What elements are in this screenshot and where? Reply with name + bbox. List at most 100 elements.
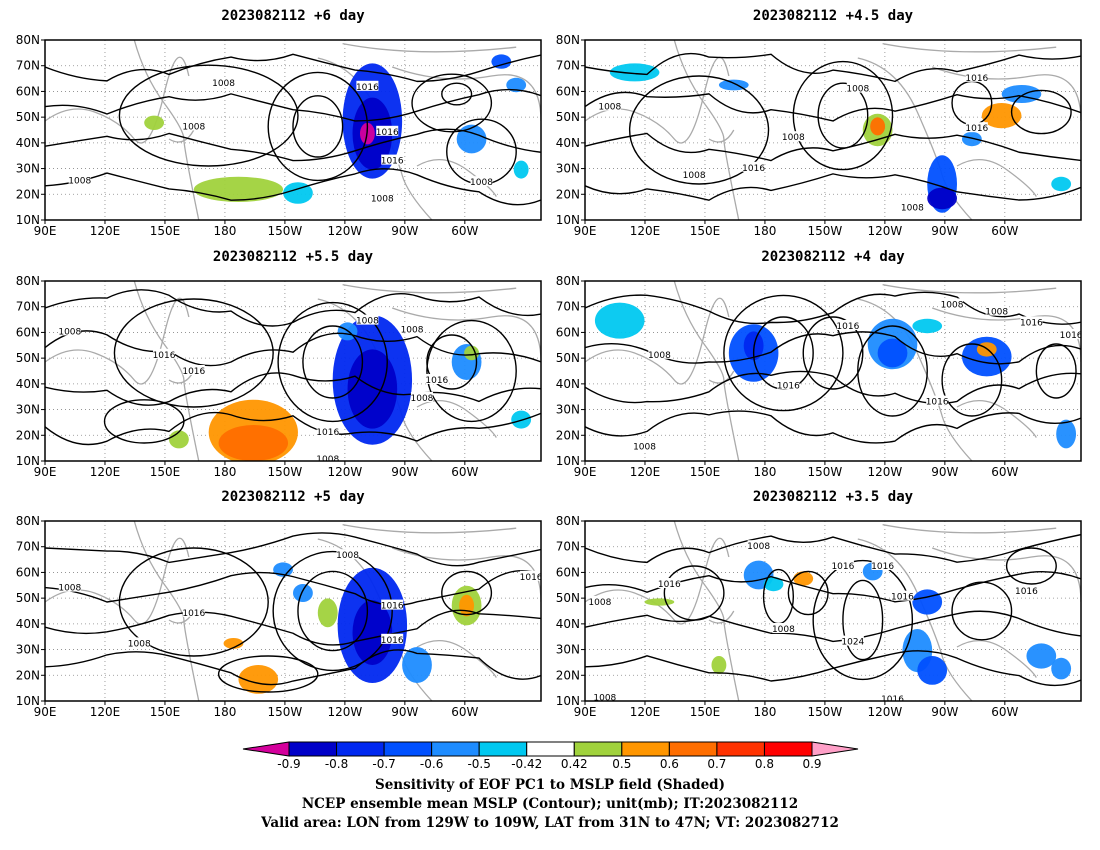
- contour-label: 1008: [58, 584, 81, 594]
- lon-tick-label: 60W: [991, 465, 1018, 479]
- contour-label: 1016: [381, 602, 404, 612]
- lon-tick-label: 60W: [451, 224, 478, 238]
- colorbar-label: -0.6: [420, 757, 443, 771]
- contour-label: 1008: [411, 394, 434, 404]
- lon-tick-label: 90W: [391, 224, 418, 238]
- lon-tick-label: 90W: [931, 224, 958, 238]
- contour-label: 1016: [742, 164, 765, 174]
- lon-tick-label: 150W: [808, 705, 843, 719]
- caption: Sensitivity of EOF PC1 to MSLP field (Sh…: [0, 776, 1100, 833]
- sensitivity-patch: [513, 160, 529, 179]
- colorbar-max-arrow: [811, 741, 859, 757]
- lon-tick-label: 120W: [867, 224, 902, 238]
- colorbar-label: -0.7: [372, 757, 395, 771]
- lat-tick-label: 20N: [16, 428, 40, 442]
- map-panel: 2023082112 +3.5 day 1008 1016 1016 1008 1024 1…: [556, 489, 1082, 719]
- map-panel: 2023082112 +4.5 day 1008 1008 1016 1008 1016 1…: [556, 8, 1082, 238]
- contour-label: 1016: [182, 367, 205, 377]
- lat-tick-label: 80N: [556, 33, 580, 47]
- contour-label: 1016: [926, 398, 949, 408]
- map-panel: 2023082112 +5.5 day100810161016100810081…: [16, 249, 542, 479]
- panel-title: 2023082112 +3.5 day: [753, 489, 914, 505]
- contour-label: 1016: [356, 83, 379, 93]
- sensitivity-patch: [644, 598, 675, 606]
- contour-label: 1016: [381, 157, 404, 167]
- lat-tick-label: 10N: [556, 213, 580, 227]
- lon-tick-label: 180: [213, 465, 236, 479]
- lon-tick-label: 120E: [630, 705, 661, 719]
- lat-tick-label: 80N: [16, 33, 40, 47]
- contour-label: 1008: [901, 203, 924, 213]
- colorbar-box: [336, 741, 385, 757]
- contour-label: 1008: [772, 625, 795, 635]
- lat-tick-label: 40N: [556, 377, 580, 391]
- colorbar-box: [621, 741, 670, 757]
- caption-line-1: Sensitivity of EOF PC1 to MSLP field (Sh…: [374, 777, 726, 793]
- colorbar-label: 0.42: [561, 757, 588, 771]
- sensitivity-patch: [1051, 657, 1072, 680]
- caption-line-3: Valid area: LON from 129W to 109W, LAT f…: [261, 815, 839, 831]
- sensitivity-patch: [293, 584, 313, 602]
- lon-tick-label: 180: [753, 705, 776, 719]
- map-panel: 2023082112 +4 day 1008 1016 1008 1016 1008 101…: [556, 249, 1082, 479]
- lon-tick-label: 90W: [931, 705, 958, 719]
- colorbar-label: -0.8: [325, 757, 348, 771]
- colorbar-box: [288, 741, 338, 757]
- lon-tick-label: 150W: [808, 465, 843, 479]
- sensitivity-patch: [763, 576, 784, 592]
- colorbar-box: [763, 741, 813, 757]
- contour-label: 1016: [425, 376, 448, 386]
- lon-tick-label: 90E: [574, 465, 597, 479]
- lon-tick-label: 90E: [34, 465, 57, 479]
- contour-label: 1016: [520, 573, 543, 583]
- lon-tick-label: 180: [753, 465, 776, 479]
- lat-tick-label: 50N: [556, 591, 580, 605]
- lon-tick-label: 150E: [690, 705, 721, 719]
- sensitivity-patch: [927, 187, 957, 210]
- lon-tick-label: 90E: [574, 224, 597, 238]
- sensitivity-patch: [223, 638, 244, 649]
- colorbar-label: -0.5: [467, 757, 490, 771]
- lat-tick-label: 30N: [16, 162, 40, 176]
- lat-tick-label: 10N: [16, 213, 40, 227]
- sensitivity-patch: [917, 656, 948, 685]
- sensitivity-patch: [238, 665, 279, 694]
- lon-tick-label: 150E: [150, 705, 181, 719]
- sensitivity-patch: [352, 600, 393, 665]
- lat-tick-label: 20N: [556, 668, 580, 682]
- contour-label: 1016: [1015, 587, 1038, 597]
- colorbar-min-arrow: [242, 741, 290, 757]
- lat-tick-label: 20N: [556, 428, 580, 442]
- lat-tick-label: 80N: [556, 514, 580, 528]
- lon-tick-label: 120W: [867, 705, 902, 719]
- lat-tick-label: 70N: [556, 540, 580, 554]
- sensitivity-patch: [456, 124, 487, 154]
- contour-label: 1016: [836, 322, 859, 332]
- sensitivity-patch: [1051, 176, 1072, 192]
- lon-tick-label: 180: [213, 705, 236, 719]
- sensitivity-patch: [491, 54, 512, 69]
- colorbar-box: [526, 741, 575, 757]
- sensitivity-patch: [1056, 419, 1077, 449]
- contour-label: 1008: [593, 693, 616, 703]
- contour-label: 1008: [633, 443, 656, 453]
- lat-tick-label: 70N: [556, 300, 580, 314]
- contour-label: 1008: [128, 639, 151, 649]
- lat-tick-label: 30N: [556, 162, 580, 176]
- sensitivity-patch: [711, 656, 727, 674]
- lon-tick-label: 120W: [327, 705, 362, 719]
- contour-label: 1008: [470, 178, 493, 188]
- contour-label: 1008: [212, 79, 235, 89]
- lon-tick-label: 120E: [630, 224, 661, 238]
- contour-label: 1016: [153, 351, 176, 361]
- lat-tick-label: 80N: [16, 274, 40, 288]
- contour-label: 1008: [941, 300, 964, 310]
- contour-label: 1008: [648, 351, 671, 361]
- sensitivity-patch: [870, 117, 886, 136]
- lon-tick-label: 60W: [451, 465, 478, 479]
- lon-tick-label: 150E: [690, 465, 721, 479]
- lat-tick-label: 30N: [16, 643, 40, 657]
- sensitivity-patch: [877, 338, 908, 368]
- contour-label: 1016: [891, 593, 914, 603]
- caption-line-2: NCEP ensemble mean MSLP (Contour); unit(…: [301, 796, 799, 812]
